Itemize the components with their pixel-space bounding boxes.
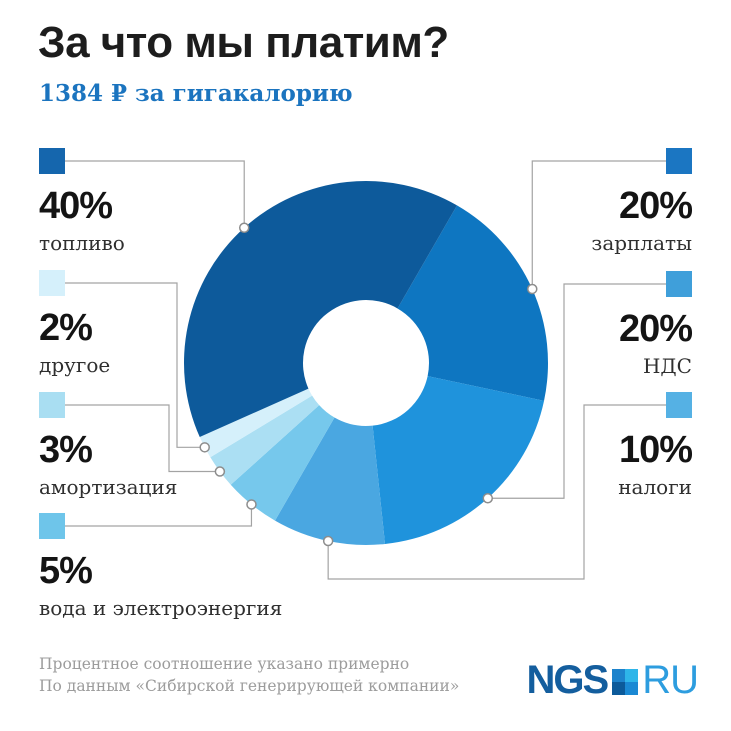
connector-dot (214, 466, 226, 477)
footnote-line-1: Процентное соотношение указано примерно (39, 655, 410, 673)
donut-slice (230, 405, 335, 521)
legend-label: налоги (618, 475, 692, 499)
connector-dot (322, 535, 334, 547)
page-title: За что мы платим? (38, 18, 449, 67)
connector-line (487, 283, 666, 499)
connector-line (65, 404, 220, 473)
legend-percent: 10% (618, 429, 693, 471)
donut-slice (199, 388, 313, 458)
connector-line (65, 282, 205, 448)
legend-item-toplivo: 40% топливо (39, 148, 125, 255)
connector-dot (199, 442, 210, 453)
legend-label: НДС (642, 354, 692, 378)
donut-slice (210, 395, 320, 485)
footnote-line-2: По данным «Сибирской генерирующей компан… (39, 677, 460, 696)
footnote: Процентное соотношение указано примерно … (39, 653, 459, 698)
legend-percent: 3% (39, 429, 93, 471)
legend-label: топливо (39, 231, 125, 255)
legend-item-zarplaty: 20% зарплаты (591, 148, 693, 255)
page-subtitle: 1384 ₽ за гигакалорию (39, 80, 353, 107)
legend-item-amortizaciya: 3% амортизация (39, 392, 177, 499)
donut-slice (275, 417, 386, 545)
ngs-logo-text: NGS (526, 658, 610, 703)
legend-swatch-icon (39, 270, 65, 296)
legend-swatch-icon (39, 513, 65, 539)
connector-dot (527, 283, 538, 295)
ngs-logo-ru-text: RU (642, 658, 699, 703)
legend-percent: 20% (618, 308, 693, 350)
legend-item-nds: 20% НДС (618, 271, 693, 378)
connector-dot (246, 499, 257, 510)
ngs-logo-square-icon (612, 669, 639, 695)
legend-swatch-icon (39, 392, 65, 418)
legend-label: зарплаты (591, 231, 692, 255)
donut-slice (397, 205, 548, 401)
connector-line (327, 404, 666, 580)
donut-slice (372, 376, 545, 545)
connector-line (65, 504, 253, 527)
legend-item-drugoe: 2% другое (39, 270, 110, 377)
legend-swatch-icon (666, 392, 692, 418)
legend-swatch-icon (39, 148, 65, 174)
connector-dot (238, 222, 250, 233)
legend-percent: 20% (618, 185, 693, 227)
legend-label: вода и электроэнергия (39, 596, 283, 620)
legend-item-nalogi: 10% налоги (618, 392, 693, 499)
legend-label: другое (39, 353, 111, 377)
legend-percent: 2% (39, 307, 93, 349)
connector-line (531, 160, 666, 289)
legend-swatch-icon (666, 271, 692, 297)
connector-line (65, 160, 245, 228)
ngs-logo: NGS RU (526, 658, 699, 703)
legend-percent: 5% (39, 550, 93, 592)
legend-swatch-icon (666, 148, 692, 174)
legend-label: амортизация (39, 475, 178, 499)
donut-slice (183, 180, 457, 438)
legend-percent: 40% (39, 185, 113, 227)
connector-dot (482, 493, 494, 504)
legend-item-voda: 5% вода и электроэнергия (39, 513, 282, 620)
